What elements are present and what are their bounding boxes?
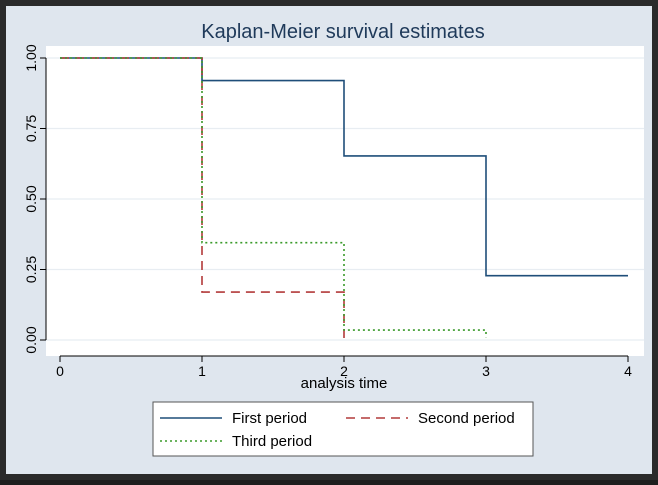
x-tick-label: 1 xyxy=(198,363,206,379)
legend-label-3: Third period xyxy=(232,433,312,450)
y-tick-label: 0.00 xyxy=(23,326,39,353)
plot-area xyxy=(46,46,644,356)
legend-box xyxy=(152,401,534,457)
y-tick-label: 0.25 xyxy=(23,256,39,283)
x-tick-label: 0 xyxy=(56,363,64,379)
chart-title: Kaplan-Meier survival estimates xyxy=(201,21,484,43)
legend: First period Second period Third period xyxy=(152,401,534,457)
y-tick-label: 1.00 xyxy=(23,44,39,71)
x-tick-label: 4 xyxy=(624,363,632,379)
x-tick-label: 3 xyxy=(482,363,490,379)
x-axis-label: analysis time xyxy=(301,375,388,392)
series-line-3 xyxy=(60,57,487,338)
x-tick-label: 2 xyxy=(340,363,348,379)
legend-label-2: Second period xyxy=(418,410,515,427)
legend-label-1: First period xyxy=(232,410,307,427)
y-tick-label: 0.50 xyxy=(23,185,39,212)
series-lines xyxy=(60,57,628,340)
series-line-2 xyxy=(60,57,345,340)
axes: 0.00 0.25 0.50 0.75 1.00 0 1 2 3 4 xyxy=(23,44,632,379)
y-tick-label: 0.75 xyxy=(23,115,39,142)
